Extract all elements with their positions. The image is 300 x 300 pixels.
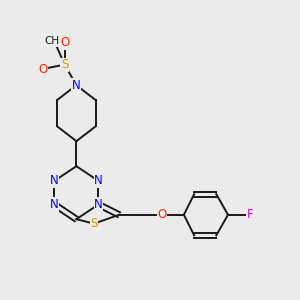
Text: N: N <box>50 198 59 211</box>
Text: O: O <box>38 62 47 76</box>
Text: O: O <box>157 208 167 221</box>
Text: CH₃: CH₃ <box>45 36 64 46</box>
Text: S: S <box>90 217 98 230</box>
Text: F: F <box>247 208 253 221</box>
Text: N: N <box>72 79 81 92</box>
Text: O: O <box>60 36 69 49</box>
Text: N: N <box>94 174 103 188</box>
Text: N: N <box>94 198 103 211</box>
Text: N: N <box>50 174 59 188</box>
Text: S: S <box>61 58 68 71</box>
